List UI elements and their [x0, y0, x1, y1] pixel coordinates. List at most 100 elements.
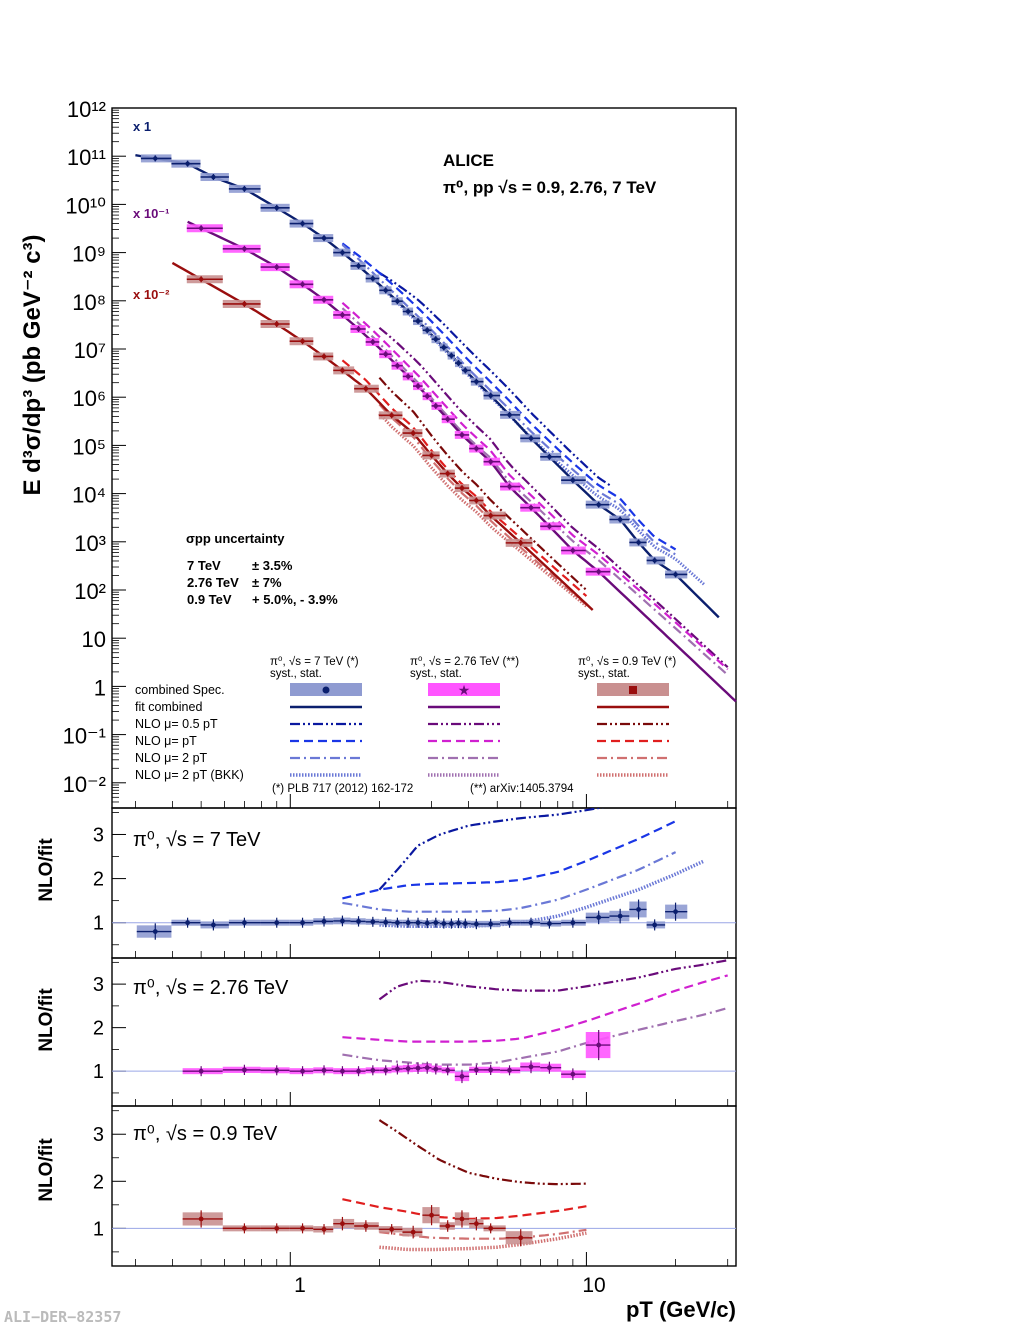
ratio-point [473, 1067, 479, 1073]
data-point [459, 432, 465, 438]
legend-col-title-09: π⁰, √s = 0.9 TeV (*) [578, 655, 676, 668]
unc-value-7: ± 3.5% [252, 558, 293, 573]
ratio-point [410, 1229, 416, 1235]
scale-label-276tev: x 10⁻¹ [133, 206, 170, 221]
data-point [445, 471, 450, 476]
legend-col-sub-7: syst., stat. [270, 668, 322, 680]
ratio-y-label-7tev: NLO/fit [36, 838, 57, 902]
main-y-tick-label: 10¹² [67, 97, 106, 122]
data-point [547, 524, 552, 529]
ratio-point [321, 1226, 327, 1232]
ratio-point [518, 1235, 524, 1241]
data-point [363, 386, 369, 391]
ratio-point [488, 1067, 494, 1073]
ratio-point [596, 1042, 602, 1048]
ratio-point [441, 921, 447, 926]
main-y-tick-label: 10¹⁰ [65, 193, 106, 218]
ratio-point [488, 1225, 494, 1231]
ratio-nlo-curve [342, 820, 677, 900]
data-point [356, 263, 361, 269]
ratio-point [363, 1223, 369, 1229]
ratio-point [448, 921, 454, 926]
legend-marker: ★ [458, 682, 471, 698]
data-point [425, 328, 430, 333]
ratio-point [198, 1216, 204, 1222]
data-point [356, 326, 361, 332]
ratio-y-tick-label: 2 [93, 869, 104, 891]
ratio-point [462, 921, 468, 926]
data-point [198, 226, 204, 231]
data-point [153, 156, 158, 161]
ratio-curves [182, 1119, 587, 1252]
ratio-label-09tev: π⁰, √s = 0.9 TeV [133, 1123, 278, 1145]
data-point [211, 174, 216, 180]
data-point [459, 485, 465, 491]
uncertainty-title: σpp uncertainty [186, 531, 285, 546]
unc-value-09: + 5.0%, - 3.9% [252, 592, 338, 607]
data-point [433, 403, 438, 409]
unc-value-276: ± 7% [252, 575, 282, 590]
scale-label-7tev: x 1 [133, 119, 151, 134]
data-point [415, 383, 421, 389]
data-point [673, 572, 678, 577]
ratio-y-tick-label: 2 [93, 1171, 104, 1193]
ratio-nlo-curve [342, 974, 728, 1043]
ratio-point [274, 920, 280, 926]
main-nlo-curve [341, 243, 677, 556]
x-ticks [135, 794, 729, 1266]
data-point [488, 393, 493, 398]
ratio-point [242, 1067, 247, 1073]
x-tick-label-1: 1 [294, 1274, 306, 1297]
main-nlo-curve [341, 242, 677, 551]
ratio-y-tick-label: 3 [93, 1124, 104, 1146]
data-point [488, 459, 493, 464]
ratio-point [274, 1067, 280, 1073]
data-point [300, 339, 305, 344]
legend: π⁰, √s = 7 TeV (*) syst., stat. π⁰, √s =… [135, 655, 676, 795]
ratio-point [429, 1212, 434, 1218]
ratio-point [636, 907, 641, 912]
data-point [340, 368, 345, 373]
ratio-nlo-curve [342, 1007, 728, 1066]
data-point [433, 336, 438, 342]
data-point [425, 393, 430, 399]
data-point [274, 205, 279, 211]
data-point [528, 505, 534, 510]
data-point [507, 412, 512, 418]
main-y-tick-label: 10⁵ [72, 434, 106, 459]
data-point [300, 282, 305, 287]
ratio-point [395, 1066, 400, 1072]
legend-col-title-7: π⁰, √s = 7 TeV (*) [270, 655, 359, 668]
data-point [389, 413, 394, 418]
ratio-point [673, 909, 678, 915]
main-y-tick-label: 10⁴ [72, 483, 106, 508]
data-point [415, 318, 421, 324]
ratio-point [211, 922, 216, 928]
legend-marker [629, 686, 637, 694]
main-fit-curve [187, 220, 737, 703]
data-point [445, 416, 450, 422]
data-point [242, 186, 247, 192]
data-point [395, 363, 400, 368]
main-nlo-curve [378, 403, 588, 606]
data-point [340, 312, 345, 318]
data-point [198, 277, 204, 282]
data-point [370, 339, 376, 345]
data-point [570, 477, 576, 483]
unc-energy-276: 2.76 TeV [187, 575, 239, 590]
ratio-point [415, 1065, 421, 1071]
main-nlo-curve [341, 359, 588, 597]
ratio-point [507, 920, 512, 926]
ratio-y-tick-label: 3 [93, 824, 104, 846]
ratio-point [356, 918, 361, 924]
data-point [456, 360, 461, 366]
ratio-curves [182, 959, 728, 1084]
ratio-point [383, 919, 389, 925]
main-nlo-curve [341, 307, 729, 676]
ratio-y-tick-label: 1 [93, 1061, 104, 1083]
main-y-tick-label: 10 [82, 627, 106, 652]
main-y-tick-label: 1 [94, 675, 106, 700]
ratio-point [507, 1067, 512, 1073]
data-point [370, 276, 376, 281]
ratio-curves [136, 808, 706, 940]
